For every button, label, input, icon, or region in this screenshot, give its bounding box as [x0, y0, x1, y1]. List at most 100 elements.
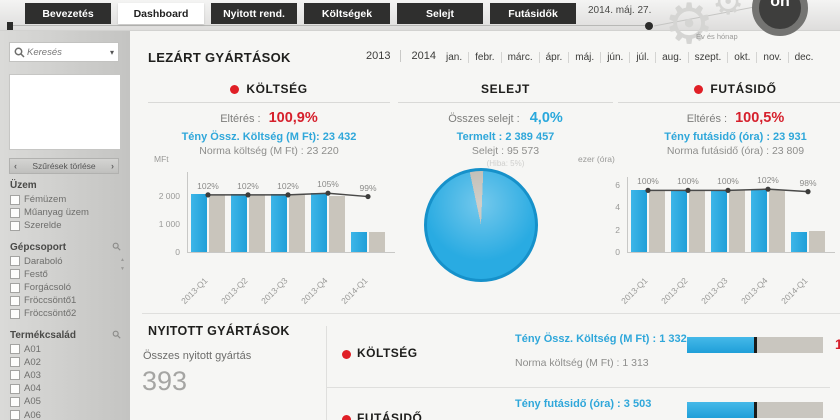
cost-actual-line: Tény Össz. Költség (M Ft): 23 432: [181, 131, 357, 143]
filter-option-a03[interactable]: A03: [10, 369, 125, 382]
target-marker: [754, 337, 757, 353]
list-scrollbar[interactable]: ▲ ▼: [120, 256, 125, 272]
search-input[interactable]: [25, 45, 110, 59]
filter-option-m-anyag-zem[interactable]: Műanyag üzem: [10, 206, 125, 219]
bar-actual: [311, 193, 327, 252]
filter-option-label: Fröccsöntő1: [24, 295, 77, 307]
month-aug[interactable]: aug.: [655, 52, 687, 63]
filter-option-fr-ccs-nt-2[interactable]: Fröccsöntő2: [10, 307, 125, 320]
filter-option-szerelde[interactable]: Szerelde: [10, 219, 125, 232]
chart-y-tick: 6: [615, 179, 620, 190]
chart-x-tick: 2013-Q3: [259, 275, 290, 306]
checkbox-icon[interactable]: [10, 370, 20, 381]
open-row-actual: Tény futásidő (óra) : 3 503: [515, 398, 652, 410]
checkbox-icon[interactable]: [10, 410, 20, 420]
month-jan[interactable]: jan.: [446, 52, 463, 63]
timeline-track: [8, 25, 653, 26]
checkbox-icon[interactable]: [10, 308, 20, 319]
scrap-total-value: 4,0%: [529, 110, 563, 126]
filter-option-a04[interactable]: A04: [10, 382, 125, 395]
chevron-down-icon[interactable]: ▾: [109, 47, 114, 57]
year-2013[interactable]: 2013: [366, 50, 391, 62]
bar-norm: [209, 195, 225, 252]
checkbox-icon[interactable]: [10, 207, 20, 218]
tab-dashboard[interactable]: Dashboard: [118, 3, 204, 24]
open-row-label: KÖLTSÉG: [357, 346, 418, 360]
filter-option-label: Festő: [24, 268, 48, 280]
filter-option-a02[interactable]: A02: [10, 356, 125, 369]
search-small-icon[interactable]: [112, 242, 121, 251]
month-j-n[interactable]: jún.: [600, 52, 629, 63]
filter-option-forg-csol[interactable]: Forgácsoló: [10, 281, 125, 294]
scroll-up-icon[interactable]: ▲: [120, 256, 125, 263]
on-button[interactable]: on: [752, 0, 808, 36]
scrap-pie-chart: [424, 168, 538, 282]
date-slider-handle[interactable]: [645, 22, 653, 30]
bar-norm: [809, 231, 825, 252]
timeline-start-handle[interactable]: [7, 22, 13, 30]
month-pr[interactable]: ápr.: [538, 52, 569, 63]
cost-panel: KÖLTSÉG Eltérés :100,9% Tény Össz. Költs…: [148, 82, 390, 157]
bar-actual: [271, 194, 287, 252]
filter-option-a01[interactable]: A01: [10, 343, 125, 356]
filter-option-a06[interactable]: A06: [10, 408, 125, 420]
checkbox-icon[interactable]: [10, 295, 20, 306]
bar-norm: [729, 190, 745, 252]
month-j-l[interactable]: júl.: [629, 52, 655, 63]
tab-bevezet-s[interactable]: Bevezetés: [25, 3, 111, 24]
clear-filters-button[interactable]: ‹ Szűrések törlése ›: [9, 158, 119, 174]
open-row-k-lts-g: KÖLTSÉG Tény Össz. Költség (M Ft) : 1 332…: [330, 325, 840, 385]
checkbox-icon[interactable]: [10, 220, 20, 231]
checkbox-icon[interactable]: [10, 194, 20, 205]
month-szept[interactable]: szept.: [687, 52, 728, 63]
month-nov[interactable]: nov.: [756, 52, 787, 63]
section-divider: [142, 313, 840, 314]
search-box: ▾: [9, 42, 119, 62]
year-2014[interactable]: 2014: [400, 50, 445, 62]
bar-norm: [649, 190, 665, 252]
chart-trend-line: [205, 190, 371, 200]
open-row-label: FUTÁSIDŐ: [357, 411, 423, 420]
checkbox-icon[interactable]: [10, 269, 20, 280]
filter-option-label: Szerelde: [24, 220, 62, 232]
filter-sidebar: ▾ ‹ Szűrések törlése › Üzem FémüzemMűanya…: [0, 30, 131, 420]
checkbox-icon[interactable]: [10, 256, 20, 267]
checkbox-icon[interactable]: [10, 383, 20, 394]
cost-deviation: Eltérés :100,9%: [220, 110, 318, 126]
filter-option-label: A02: [24, 356, 41, 368]
open-total-label: Összes nyitott gyártás: [143, 350, 252, 362]
chart-x-tick: 2013-Q1: [179, 275, 210, 306]
filter-option-fest[interactable]: Festő: [10, 268, 125, 281]
tab-nyitott-rend[interactable]: Nyitott rend.: [211, 3, 297, 24]
filter-option-f-m-zem[interactable]: Fémüzem: [10, 193, 125, 206]
month-m-rc[interactable]: márc.: [500, 52, 539, 63]
search-small-icon[interactable]: [112, 330, 121, 339]
tab-selejt[interactable]: Selejt: [397, 3, 483, 24]
search-results-listbox[interactable]: [9, 74, 121, 150]
month-febr[interactable]: febr.: [468, 52, 500, 63]
scrap-total: Összes selejt :4,0%: [448, 110, 563, 126]
divider: [148, 102, 390, 103]
current-date-label: 2014. máj. 27.: [588, 5, 652, 16]
bar-norm: [369, 232, 385, 252]
tab-fut-sid-k[interactable]: Futásidők: [490, 3, 576, 24]
month-dec[interactable]: dec.: [787, 52, 820, 63]
filter-option-a05[interactable]: A05: [10, 395, 125, 408]
filter-option-fr-ccs-nt-1[interactable]: Fröccsöntő1: [10, 294, 125, 307]
checkbox-icon[interactable]: [10, 344, 20, 355]
red-dot-icon: [342, 415, 351, 420]
runtime-bar-chart: ezer (óra) 0 2 4 6 100% 2013-Q1 100% 2013-Q2 100%…: [578, 152, 838, 320]
scroll-down-icon[interactable]: ▼: [120, 265, 125, 272]
progress-bar: [687, 402, 823, 418]
checkbox-icon[interactable]: [10, 282, 20, 293]
month-okt[interactable]: okt.: [727, 52, 756, 63]
month-m-j[interactable]: máj.: [568, 52, 600, 63]
chart-x-axis: [187, 252, 395, 253]
filter-option-darabol[interactable]: Daraboló: [10, 255, 125, 268]
checkbox-icon[interactable]: [10, 396, 20, 407]
divider: [398, 102, 613, 103]
filter-option-label: A01: [24, 343, 41, 355]
checkbox-icon[interactable]: [10, 357, 20, 368]
tab-k-lts-gek[interactable]: Költségek: [304, 3, 390, 24]
bar-norm: [689, 190, 705, 252]
